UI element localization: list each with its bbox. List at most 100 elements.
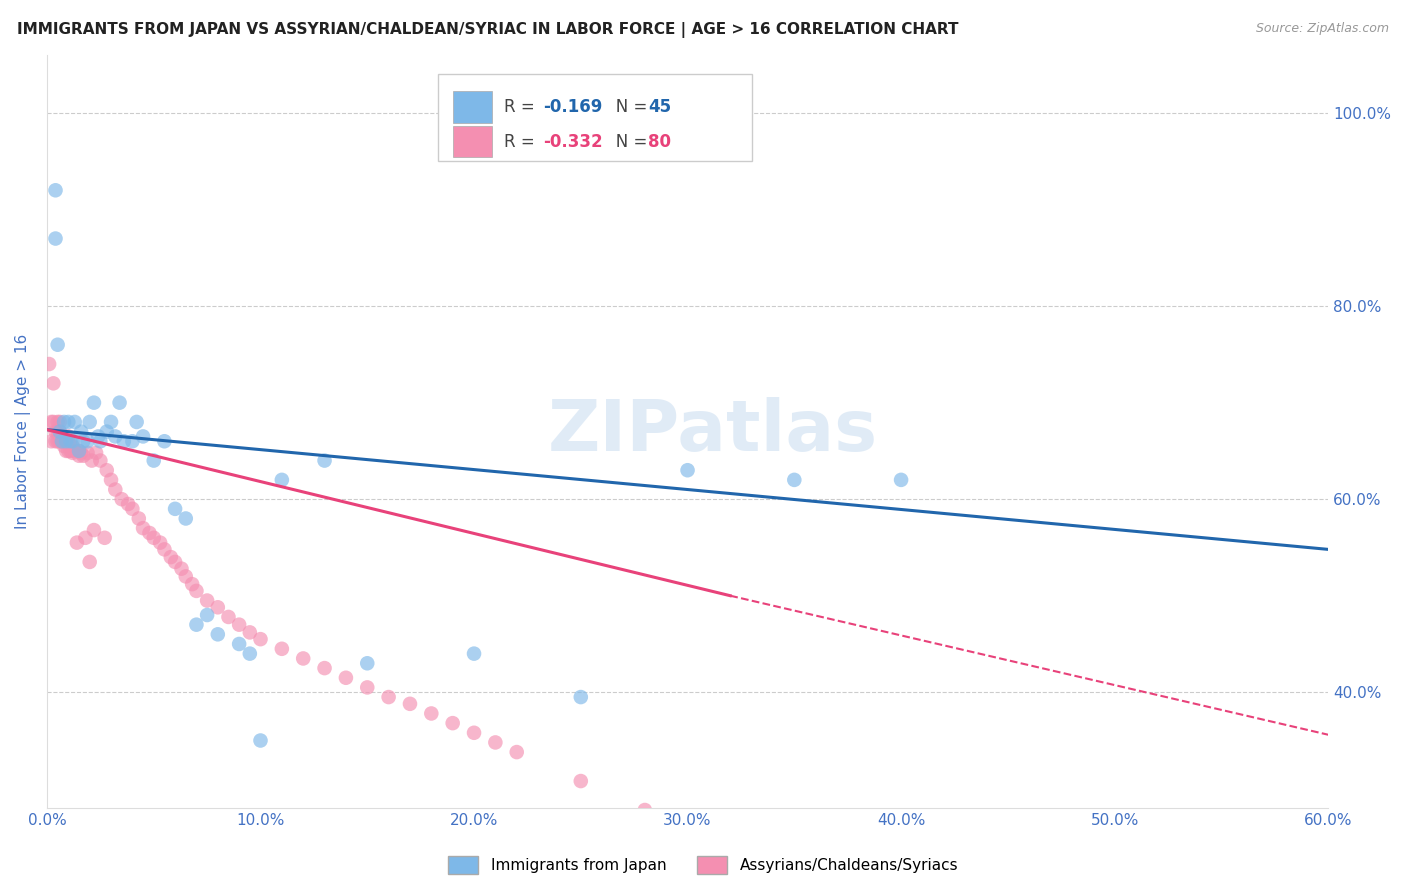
Point bbox=[44, 425, 66, 439]
Text: IMMIGRANTS FROM JAPAN VS ASSYRIAN/CHALDEAN/SYRIAC IN LABOR FORCE | AGE > 16 CORR: IMMIGRANTS FROM JAPAN VS ASSYRIAN/CHALDE… bbox=[17, 22, 959, 38]
Point bbox=[63, 415, 86, 429]
Point bbox=[80, 453, 103, 467]
Point bbox=[51, 429, 73, 443]
Point bbox=[181, 577, 204, 591]
Point bbox=[46, 425, 69, 439]
Point bbox=[356, 681, 378, 695]
Point bbox=[441, 716, 464, 731]
Point bbox=[75, 531, 97, 545]
Point bbox=[55, 434, 77, 449]
Point bbox=[314, 453, 336, 467]
Point bbox=[42, 415, 65, 429]
Point bbox=[63, 444, 86, 458]
Point bbox=[165, 555, 187, 569]
Point bbox=[463, 647, 485, 661]
Point bbox=[83, 523, 105, 537]
Point bbox=[76, 446, 98, 460]
Point bbox=[676, 463, 699, 477]
Point bbox=[377, 690, 399, 704]
Point bbox=[46, 337, 69, 351]
Point bbox=[121, 434, 143, 449]
Point bbox=[186, 583, 208, 598]
Point bbox=[96, 425, 118, 439]
Point bbox=[128, 511, 150, 525]
Point bbox=[484, 735, 506, 749]
Text: N =: N = bbox=[600, 133, 652, 151]
Text: -0.332: -0.332 bbox=[543, 133, 602, 151]
Point bbox=[420, 706, 443, 721]
Point bbox=[93, 531, 115, 545]
Point bbox=[890, 473, 912, 487]
Point bbox=[87, 429, 110, 443]
Text: 80: 80 bbox=[648, 133, 671, 151]
Point bbox=[89, 453, 111, 467]
Text: 45: 45 bbox=[648, 98, 671, 116]
Point bbox=[46, 434, 69, 449]
FancyBboxPatch shape bbox=[453, 91, 492, 123]
Point bbox=[186, 617, 208, 632]
Text: R =: R = bbox=[505, 98, 540, 116]
Point bbox=[83, 395, 105, 409]
Point bbox=[84, 446, 107, 460]
Point bbox=[783, 473, 806, 487]
Point bbox=[49, 425, 72, 439]
Point bbox=[67, 444, 90, 458]
Point bbox=[72, 434, 94, 449]
Point bbox=[42, 376, 65, 391]
Point bbox=[170, 562, 193, 576]
Point bbox=[55, 444, 77, 458]
Point bbox=[70, 446, 93, 460]
Point bbox=[59, 439, 82, 453]
Point bbox=[44, 231, 66, 245]
Point bbox=[121, 501, 143, 516]
Point bbox=[142, 453, 165, 467]
Point bbox=[58, 429, 80, 443]
Point bbox=[67, 449, 90, 463]
Point bbox=[44, 183, 66, 197]
Point bbox=[249, 733, 271, 747]
Point bbox=[718, 841, 741, 855]
Point bbox=[132, 429, 155, 443]
Point bbox=[104, 429, 127, 443]
Point bbox=[463, 726, 485, 740]
Point bbox=[58, 444, 80, 458]
Point bbox=[174, 511, 197, 525]
Point bbox=[89, 434, 111, 449]
Point bbox=[117, 497, 139, 511]
Point bbox=[39, 415, 62, 429]
Point bbox=[79, 555, 101, 569]
Point bbox=[314, 661, 336, 675]
Point bbox=[195, 593, 218, 607]
Point bbox=[125, 415, 148, 429]
Point bbox=[67, 444, 90, 458]
Point bbox=[58, 415, 80, 429]
Point bbox=[66, 535, 89, 549]
Point bbox=[111, 492, 134, 507]
Point bbox=[634, 803, 657, 817]
Point bbox=[239, 625, 262, 640]
Point bbox=[49, 425, 72, 439]
Point bbox=[46, 415, 69, 429]
Point bbox=[53, 434, 76, 449]
Point bbox=[335, 671, 357, 685]
FancyBboxPatch shape bbox=[437, 74, 752, 161]
Point bbox=[51, 434, 73, 449]
Point bbox=[70, 425, 93, 439]
Point bbox=[104, 483, 127, 497]
Point bbox=[53, 415, 76, 429]
Point bbox=[62, 434, 84, 449]
Point bbox=[58, 434, 80, 449]
Point bbox=[49, 415, 72, 429]
FancyBboxPatch shape bbox=[453, 126, 492, 157]
Point bbox=[228, 617, 250, 632]
Point bbox=[132, 521, 155, 535]
Point bbox=[249, 632, 271, 647]
Legend: Immigrants from Japan, Assyrians/Chaldeans/Syriacs: Immigrants from Japan, Assyrians/Chaldea… bbox=[441, 850, 965, 880]
Point bbox=[356, 657, 378, 671]
Point bbox=[108, 395, 131, 409]
Point bbox=[62, 446, 84, 460]
Point bbox=[142, 531, 165, 545]
Point bbox=[76, 434, 98, 449]
Point bbox=[165, 501, 187, 516]
Point bbox=[270, 473, 292, 487]
